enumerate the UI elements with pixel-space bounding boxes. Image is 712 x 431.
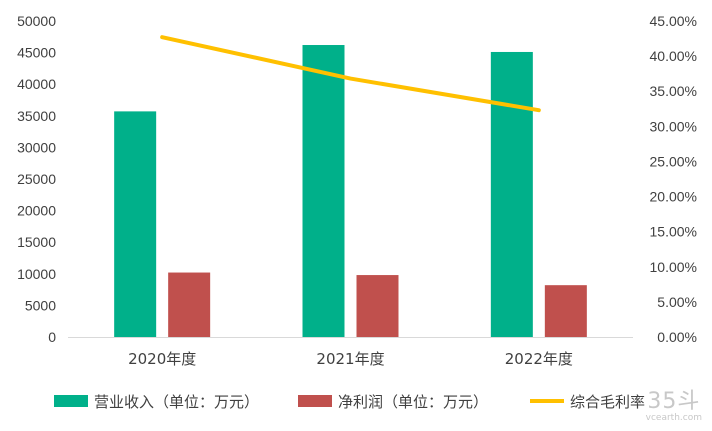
right-tick-label: 40.00%: [650, 48, 697, 64]
bars: [114, 45, 587, 338]
legend-label: 净利润（单位：万元）: [338, 393, 488, 411]
right-tick-label: 35.00%: [650, 83, 697, 99]
right-tick-label: 25.00%: [650, 153, 697, 169]
line-series-path: [160, 35, 541, 113]
category-label: 2021年度: [316, 350, 384, 368]
right-tick-label: 5.00%: [657, 294, 697, 310]
bar: [302, 45, 345, 338]
legend-label: 综合毛利率: [570, 393, 645, 411]
right-axis-ticks: 0.00% 5.00% 10.00% 15.00% 20.00% 25.00% 30.00%…: [650, 13, 697, 345]
left-tick-label: 25000: [17, 171, 56, 187]
legend-label: 营业收入（单位：万元）: [94, 393, 259, 411]
right-tick-label: 45.00%: [650, 13, 697, 29]
left-tick-label: 15000: [17, 234, 56, 250]
category-label: 2022年度: [505, 350, 573, 368]
legend-swatch: [298, 395, 332, 407]
bar: [490, 51, 533, 338]
bar: [168, 272, 211, 337]
legend-swatch: [54, 395, 88, 407]
left-tick-label: 40000: [17, 76, 56, 92]
left-tick-label: 20000: [17, 203, 56, 219]
right-tick-label: 15.00%: [650, 224, 697, 240]
left-tick-label: 0: [48, 329, 56, 345]
watermark-logo: 35斗: [647, 389, 701, 414]
category-label: 2020年度: [128, 350, 196, 368]
category-labels: 2020年度 2021年度 2022年度: [128, 350, 573, 368]
left-tick-label: 50000: [17, 13, 56, 29]
left-tick-label: 30000: [17, 139, 56, 155]
line-series: [160, 35, 541, 113]
left-tick-label: 35000: [17, 108, 56, 124]
left-tick-label: 5000: [25, 297, 56, 313]
left-tick-label: 45000: [17, 45, 56, 61]
left-axis-ticks: 0 5000 10000 15000 20000 25000 30000 35000 40000…: [17, 13, 56, 345]
bar: [356, 275, 399, 337]
watermark: 35斗 vcearth.com: [645, 389, 702, 424]
bar: [114, 111, 157, 337]
right-tick-label: 30.00%: [650, 118, 697, 134]
right-tick-label: 0.00%: [657, 329, 697, 345]
right-tick-label: 10.00%: [650, 259, 697, 275]
left-tick-label: 10000: [17, 266, 56, 282]
bar: [544, 285, 587, 337]
legend: 营业收入（单位：万元） 净利润（单位：万元） 综合毛利率: [54, 393, 645, 411]
right-tick-label: 20.00%: [650, 189, 697, 205]
watermark-url: vcearth.com: [645, 413, 702, 423]
